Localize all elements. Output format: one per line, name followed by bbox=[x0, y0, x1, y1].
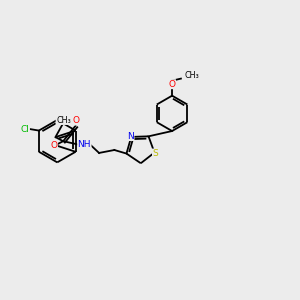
Text: O: O bbox=[50, 141, 58, 150]
Text: Cl: Cl bbox=[21, 124, 29, 134]
Text: N: N bbox=[127, 131, 134, 140]
Text: CH₃: CH₃ bbox=[56, 116, 71, 124]
Text: CH₃: CH₃ bbox=[185, 71, 200, 80]
Text: S: S bbox=[152, 149, 158, 158]
Text: NH: NH bbox=[78, 140, 91, 149]
Text: O: O bbox=[169, 80, 176, 89]
Text: O: O bbox=[72, 116, 79, 125]
